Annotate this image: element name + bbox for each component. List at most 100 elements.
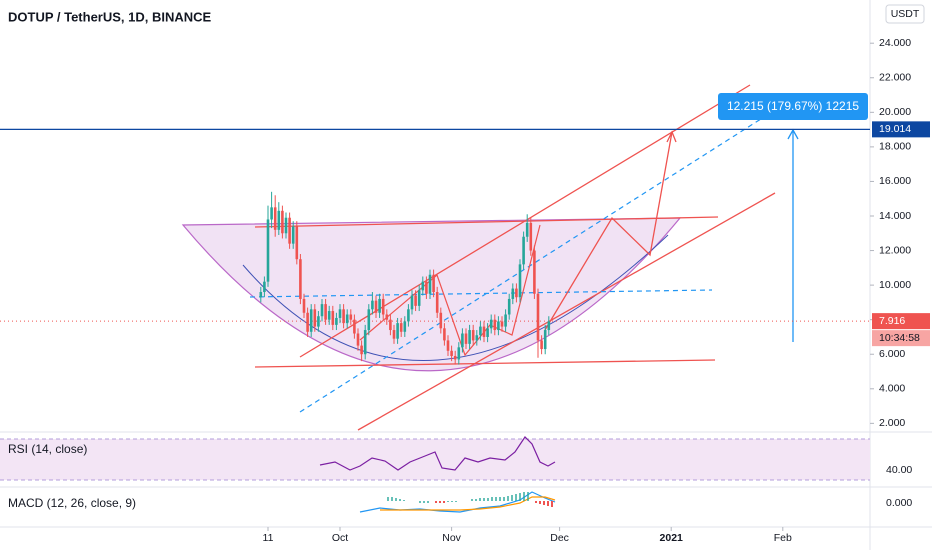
candle-body	[342, 309, 345, 324]
candle-body	[356, 333, 360, 346]
candle-body	[313, 309, 317, 327]
dashed-line	[299, 109, 776, 413]
x-tick-label: Dec	[550, 532, 569, 544]
candle-body	[317, 316, 320, 327]
candle-body	[486, 328, 489, 337]
candle-body	[543, 330, 547, 350]
rsi-line	[319, 436, 556, 471]
candle-body	[446, 340, 450, 351]
candle-body	[468, 330, 471, 344]
candle-body	[533, 250, 536, 294]
candle-body	[385, 314, 389, 320]
macd-label: MACD (12, 26, close, 9)	[8, 496, 136, 510]
candle-body	[335, 317, 338, 325]
candle-body	[522, 236, 525, 265]
candle-body	[515, 288, 518, 298]
candle-body	[389, 319, 392, 331]
candle-body	[439, 312, 443, 329]
candle-body	[353, 319, 356, 334]
candle-body	[263, 281, 266, 293]
candle-body	[349, 314, 353, 320]
macd-tick: 0.000	[886, 497, 912, 509]
rsi-band	[0, 439, 870, 480]
candle-body	[471, 330, 475, 341]
x-tick-label: Nov	[442, 532, 461, 544]
candle-body	[475, 335, 479, 341]
candle-body	[450, 350, 453, 356]
candle-body	[288, 217, 291, 244]
candle-body	[453, 355, 457, 360]
candle-body	[281, 210, 284, 234]
candle-body	[273, 207, 277, 230]
currency-label[interactable]: USDT	[891, 8, 920, 20]
candle-body	[403, 321, 407, 332]
price-label: 19.014	[879, 123, 911, 135]
candle-body	[360, 345, 363, 355]
y-tick-label: 22.000	[879, 72, 911, 84]
candle-body	[306, 312, 309, 332]
y-tick-label: 12.000	[879, 244, 911, 256]
candle-body	[327, 311, 331, 320]
candle-body	[338, 309, 342, 318]
drawings	[181, 84, 799, 431]
candle-body	[529, 222, 533, 251]
candle-body	[489, 319, 493, 329]
countdown: 10:34:58	[879, 332, 920, 344]
x-tick-label: 2021	[660, 532, 684, 544]
signal-line	[380, 496, 556, 511]
candle-body	[507, 298, 511, 315]
currency-button[interactable]	[885, 4, 925, 24]
candle-body	[421, 281, 425, 291]
candle-body	[410, 295, 414, 310]
candle-body	[381, 298, 385, 315]
candle-body	[482, 326, 486, 337]
candle-body	[399, 323, 403, 332]
candle-body	[493, 319, 497, 331]
y-tick-label: 6.000	[879, 348, 905, 360]
macd-bars-down	[435, 501, 553, 507]
candle-body	[536, 293, 540, 341]
countdown-box	[872, 330, 930, 347]
trend-line	[254, 216, 719, 228]
trend-line	[254, 359, 716, 368]
candle-body	[417, 290, 421, 306]
candle-body	[500, 321, 504, 327]
candle-body	[392, 330, 396, 339]
candle-body	[345, 314, 349, 324]
candle-body	[396, 323, 399, 339]
x-tick-label: Feb	[774, 532, 792, 544]
x-tick-label: 11	[263, 532, 274, 544]
candle-body	[432, 274, 435, 293]
candle-body	[479, 326, 482, 336]
trend-line	[357, 192, 776, 431]
candle-body	[284, 217, 288, 234]
candle-body	[540, 340, 543, 350]
candle-body	[378, 298, 381, 313]
candle-body	[518, 264, 522, 298]
y-tick-label: 2.000	[879, 417, 905, 429]
x-tick-label: Oct	[332, 532, 348, 544]
candle-body	[547, 321, 551, 331]
symbol-title: DOTUP / TetherUS, 1D, BINANCE	[8, 9, 212, 24]
candle-body	[266, 219, 270, 282]
projection	[544, 131, 673, 331]
candle-body	[367, 309, 371, 331]
candle-body	[302, 298, 306, 313]
rsi-tick: 40.00	[886, 464, 912, 476]
price-label-box	[872, 313, 930, 330]
y-tick-label: 14.000	[879, 210, 911, 222]
price-label-box	[872, 121, 930, 138]
candle-body	[443, 328, 446, 341]
candle-body	[324, 304, 327, 320]
candle-body	[259, 292, 263, 298]
arrow-head	[666, 130, 677, 143]
candle-body	[407, 309, 410, 322]
candle-body	[299, 259, 302, 299]
candle-body	[309, 309, 313, 332]
macd-bars-up	[387, 492, 529, 503]
y-tick-label: 18.000	[879, 141, 911, 153]
candle-body	[363, 330, 367, 355]
candle-body	[457, 347, 461, 360]
candle-body	[277, 210, 281, 230]
